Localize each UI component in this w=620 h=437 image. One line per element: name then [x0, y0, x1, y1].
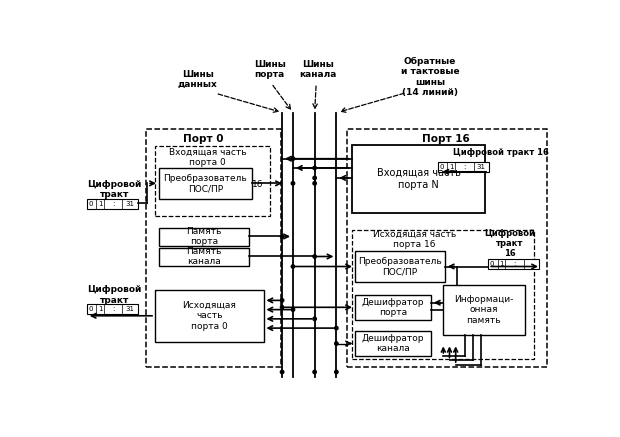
- Circle shape: [291, 182, 294, 185]
- Text: 1: 1: [98, 201, 102, 207]
- Bar: [146, 129, 281, 367]
- Text: Преобразователь
ПОС/ПР: Преобразователь ПОС/ПР: [358, 257, 442, 276]
- Text: Порт 0: Порт 0: [183, 135, 223, 145]
- Text: Информаци-
онная
память: Информаци- онная память: [454, 295, 513, 325]
- Circle shape: [313, 317, 316, 321]
- Circle shape: [280, 305, 284, 309]
- Text: 0: 0: [89, 306, 93, 312]
- Circle shape: [313, 176, 316, 180]
- Bar: [352, 229, 534, 359]
- Text: Цифровой
тракт
16: Цифровой тракт 16: [484, 229, 536, 258]
- Circle shape: [291, 308, 294, 311]
- Circle shape: [291, 157, 294, 160]
- Circle shape: [313, 255, 316, 258]
- Text: 0: 0: [490, 261, 494, 267]
- Text: 0: 0: [89, 201, 93, 207]
- Bar: [489, 259, 539, 269]
- Circle shape: [313, 182, 316, 185]
- Bar: [355, 295, 431, 319]
- Bar: [443, 285, 525, 335]
- Text: Дешифратор
канала: Дешифратор канала: [361, 334, 424, 353]
- Circle shape: [335, 326, 338, 330]
- Bar: [352, 145, 485, 212]
- Circle shape: [335, 370, 338, 374]
- Bar: [159, 248, 249, 266]
- Text: Дешифратор
порта: Дешифратор порта: [361, 298, 424, 317]
- Bar: [155, 146, 270, 216]
- Bar: [159, 168, 252, 199]
- Bar: [159, 228, 249, 246]
- Text: :: :: [463, 164, 466, 170]
- Text: Преобразователь
ПОС/ПР: Преобразователь ПОС/ПР: [164, 173, 247, 193]
- Bar: [87, 199, 138, 209]
- Text: 1: 1: [449, 164, 453, 170]
- Text: Память
порта: Память порта: [186, 227, 221, 246]
- Text: :: :: [513, 261, 516, 267]
- Text: Входящая часть
порта N: Входящая часть порта N: [376, 168, 461, 190]
- Text: Порт 16: Порт 16: [422, 135, 469, 145]
- Text: Цифровой
тракт: Цифровой тракт: [87, 285, 142, 305]
- Text: Исходящая часть
порта 16: Исходящая часть порта 16: [373, 230, 456, 249]
- Text: 31: 31: [476, 164, 485, 170]
- Circle shape: [313, 370, 316, 374]
- Bar: [347, 129, 547, 367]
- Text: Исходящая
часть
порта 0: Исходящая часть порта 0: [182, 301, 236, 331]
- Text: Обратные
и тактовые
шины
(14 линий): Обратные и тактовые шины (14 линий): [401, 57, 459, 97]
- Circle shape: [280, 298, 284, 302]
- Text: Шины
канала: Шины канала: [299, 60, 337, 79]
- Text: :: :: [112, 201, 114, 207]
- Text: 31: 31: [125, 306, 134, 312]
- Bar: [438, 162, 489, 172]
- Circle shape: [280, 370, 284, 374]
- Text: Входящая часть
порта 0: Входящая часть порта 0: [169, 147, 247, 167]
- Text: Шины
данных: Шины данных: [178, 69, 218, 89]
- Bar: [155, 290, 264, 342]
- Circle shape: [291, 265, 294, 268]
- Circle shape: [313, 166, 316, 170]
- Text: 31: 31: [125, 201, 134, 207]
- Text: :: :: [112, 306, 114, 312]
- Bar: [87, 304, 138, 314]
- Text: 1: 1: [98, 306, 102, 312]
- Text: Память
канала: Память канала: [186, 247, 221, 266]
- Text: 16: 16: [252, 180, 264, 189]
- Circle shape: [280, 235, 284, 238]
- Text: Цифровой тракт 16: Цифровой тракт 16: [453, 148, 549, 157]
- Bar: [355, 251, 445, 282]
- Text: Шины
порта: Шины порта: [254, 60, 286, 79]
- Circle shape: [335, 342, 338, 345]
- Text: 1: 1: [499, 261, 503, 267]
- Bar: [355, 331, 431, 356]
- Text: Цифровой
тракт: Цифровой тракт: [87, 180, 142, 199]
- Text: 0: 0: [440, 164, 444, 170]
